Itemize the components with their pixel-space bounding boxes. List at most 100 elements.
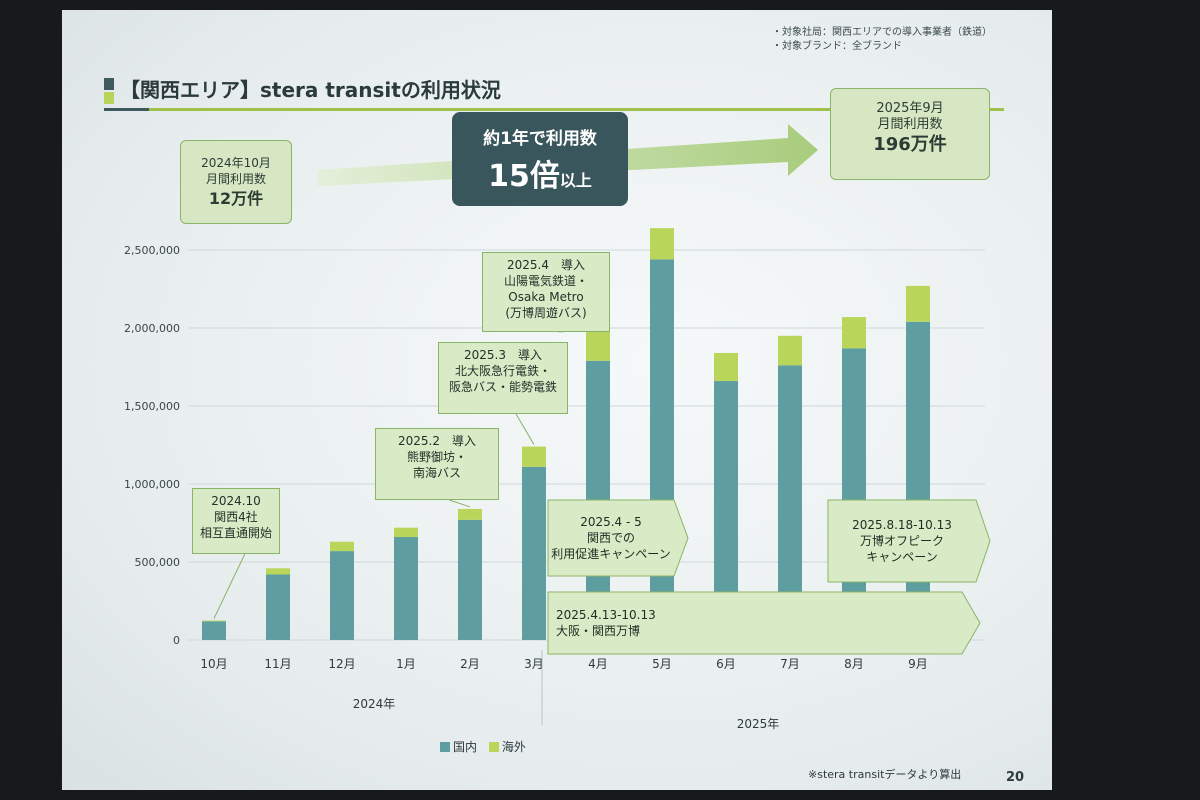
x-tick-label: 12月 [328,657,355,671]
y-tick-label: 2,000,000 [124,322,180,335]
bar-overseas [650,228,674,260]
bar-overseas [266,568,290,575]
bar-domestic [650,259,674,640]
before-label: 月間利用数 [205,172,266,186]
annotation-leader [515,413,535,445]
scope-note-brands: ・対象ブランド：全ブランド [772,41,902,52]
campaign-line: 2025.4 - 5 [580,515,642,529]
y-tick-label: 2,500,000 [124,244,180,257]
bar-domestic [458,519,482,640]
annotation-line: 2024.10 [211,494,261,508]
x-tick-label: 2月 [460,657,480,671]
annotation-line: 北大阪急行電鉄・ [454,364,551,378]
before-usage-box: 2024年10月 月間利用数 12万件 [180,140,292,224]
x-tick-label: 3月 [524,657,544,671]
y-tick-label: 500,000 [135,556,181,569]
y-axis-ticks: 0 500,000 1,000,000 1,500,000 2,000,000 2,500… [124,244,180,647]
after-label: 月間利用数 [877,117,943,132]
title-underline [104,108,1004,111]
annotation-line: 南海バス [412,466,461,480]
x-tick-label: 9月 [908,657,928,671]
year-label: 2024年 [353,697,396,711]
annotation-line: 山陽電気鉄道・ [503,274,588,288]
campaign-arrow [827,499,991,583]
bar-overseas [458,508,482,520]
growth-suffix: 以上 [559,171,592,190]
annotation-line: Osaka Metro [508,290,584,304]
bar-overseas [778,335,802,366]
bar-overseas [842,317,866,349]
bar-overseas [522,446,546,467]
bar-domestic [842,348,866,640]
bar-domestic [522,466,546,640]
annotation-line: 相互直通開始 [199,526,272,540]
annotation-line: 阪急バス・能勢電鉄 [448,380,557,394]
bar-overseas [714,352,738,382]
annotation-leader [449,499,471,508]
annotation-callout: 2025.2 導入 熊野御坊・南海バス [375,428,499,500]
growth-value: 15倍 [488,159,560,194]
annotation-callout: 2024.10 関西4社相互直通開始 [192,488,280,554]
legend-swatch-overseas [488,742,499,752]
campaign-line: 利用促進キャンペーン [551,547,670,561]
after-value: 196万件 [873,134,947,155]
before-period: 2024年10月 [201,156,271,170]
slide-title: 【関西エリア】stera transitの利用状況 [120,78,501,102]
bar-overseas [906,285,930,322]
bar-domestic [394,537,418,640]
bar-overseas [330,541,354,552]
campaign-line: キャンペーン [866,550,937,564]
campaign-line: 万博オフピーク [860,533,944,548]
annotation-line: 2025.4 導入 [507,258,585,272]
annotation-callout: 2025.3 導入 北大阪急行電鉄・ 阪急バス・能勢電鉄 [438,342,568,414]
scope-note-operators: ・対象社局：関西エリアでの導入事業者（鉄道） [772,27,992,38]
campaign-arrow [547,499,689,577]
scope-notes: ・対象社局：関西エリアでの導入事業者（鉄道） ・対象ブランド：全ブランド [772,26,992,54]
title-mark-dark [104,78,114,90]
annotation-leader [213,553,246,619]
campaign-line: 2025.8.18-10.13 [852,518,952,532]
after-usage-box: 2025年9月 月間利用数 196万件 [830,88,990,180]
campaign-arrow [547,591,981,655]
annotation-line: (万博周遊バス) [505,306,587,320]
annotation-line: 関西4社 [214,510,258,524]
x-tick-label: 11月 [264,657,291,671]
before-value: 12万件 [208,189,264,208]
growth-value-line: 15倍以上 [452,151,628,195]
campaign-line: 関西での [587,531,635,545]
source-note: ※stera transitデータより算出 [808,768,962,781]
bar-overseas [394,527,418,538]
legend-label-domestic: 国内 [453,740,478,754]
annotation-line: 2025.2 導入 [398,434,476,448]
annotation-line: 熊野御坊・ [406,450,467,464]
x-tick-label: 10月 [200,657,227,671]
bar-domestic [906,321,930,640]
x-tick-label: 4月 [588,657,608,671]
x-tick-label: 8月 [844,657,864,671]
bar-overseas [202,620,226,622]
bar-overseas [586,331,610,361]
x-axis-ticks: 10月 11月 12月 1月 2月 3月 4月 5月 6月 7月 8月 9月 [200,657,927,671]
year-label: 2025年 [737,717,780,731]
y-tick-label: 1,500,000 [124,400,180,413]
year-labels: 2024年 2025年 [353,650,780,731]
annotation-callout: 2025.4 導入 山陽電気鉄道・ Osaka Metro (万博周遊バス) [482,252,610,332]
campaign-line: 大阪・関西万博 [556,623,640,638]
legend-label-overseas: 海外 [501,740,526,754]
growth-highlight-box: 約1年で利用数 15倍以上 [452,112,628,206]
after-period: 2025年9月 [876,101,944,116]
page-number: 20 [1006,770,1025,785]
title-mark-green [104,92,114,104]
legend-swatch-domestic [440,742,450,752]
growth-label: 約1年で利用数 [483,129,597,149]
campaign-line: 2025.4.13-10.13 [556,608,656,622]
chart-legend: 国内 海外 [440,738,526,755]
bar-domestic [266,574,290,640]
x-tick-label: 5月 [652,657,672,671]
bar-domestic [330,551,354,640]
annotation-line: 2025.3 導入 [464,348,542,362]
bar-domestic [202,621,226,640]
y-tick-label: 0 [173,634,180,647]
